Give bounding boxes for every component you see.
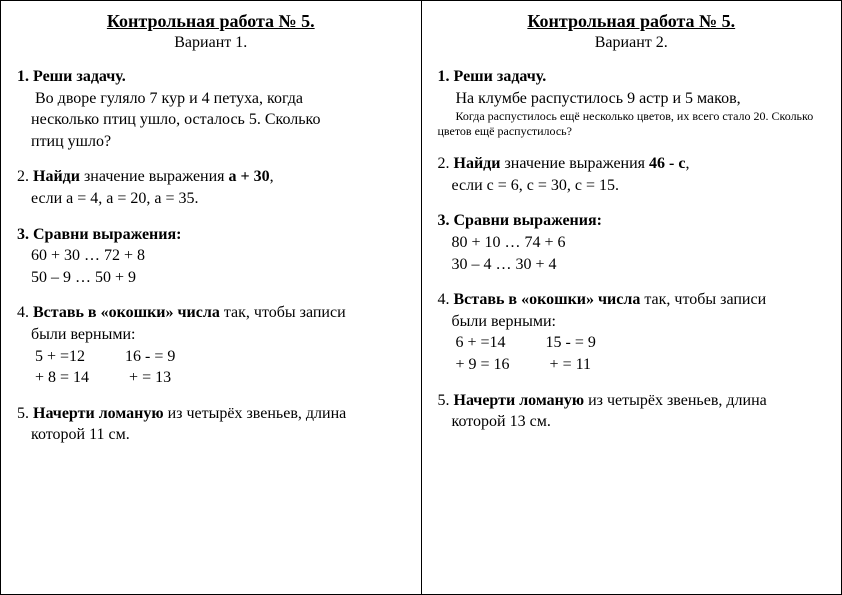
task-4r-eq2: 15 - = 9 [546, 332, 596, 354]
task-4-num: 4. [17, 304, 33, 321]
variant-2-column: Контрольная работа № 5. Вариант 2. 1. Ре… [421, 1, 842, 594]
task-5-left: 5. Начерти ломаную из четырёх звеньев, д… [17, 403, 405, 446]
title-left: Контрольная работа № 5. [17, 11, 405, 32]
task-4-left: 4. Вставь в «окошки» числа так, чтобы за… [17, 302, 405, 388]
task-4-text: так, чтобы записи [220, 304, 346, 321]
task-4r-text: так, чтобы записи [640, 291, 766, 308]
task-1-line3: птиц ушло? [17, 131, 405, 153]
task-2-right: 2. Найди значение выражения 46 - c, если… [438, 153, 826, 196]
task-3-left: 3. Сравни выражения: 60 + 30 … 72 + 8 50… [17, 224, 405, 289]
task-4-eq1: 5 + =12 [35, 346, 85, 368]
task-5r-line2: которой 13 см. [438, 411, 826, 433]
task-2-text: значение выражения [80, 168, 229, 185]
task-3r-line2: 30 – 4 … 30 + 4 [438, 254, 826, 276]
task-4r-eq4: + = 11 [550, 354, 591, 376]
task-1-line1: Во дворе гуляло 7 кур и 4 петуха, когда [17, 88, 405, 110]
task-2r-comma: , [685, 155, 689, 172]
subtitle-right: Вариант 2. [438, 34, 826, 52]
task-4r-lead: Вставь в «окошки» числа [454, 291, 641, 308]
task-1-lead: 1. Реши задачу. [17, 68, 126, 85]
task-2r-num: 2. [438, 155, 454, 172]
task-4r-line2: были верными: [438, 311, 826, 333]
task-2r-line2: если c = 6, c = 30, c = 15. [438, 175, 826, 197]
task-1r-lead: 1. Реши задачу. [438, 68, 547, 85]
task-1r-small2: цветов ещё распустилось? [438, 124, 826, 139]
worksheet-page: Контрольная работа № 5. Вариант 1. 1. Ре… [0, 0, 842, 595]
title-right: Контрольная работа № 5. [438, 11, 826, 32]
task-1-right: 1. Реши задачу. На клумбе распустилось 9… [438, 66, 826, 139]
task-5r-text: из четырёх звеньев, длина [584, 392, 767, 409]
task-1r-small1: Когда распустилось ещё несколько цветов,… [438, 109, 826, 124]
task-3-right: 3. Сравни выражения: 80 + 10 … 74 + 6 30… [438, 210, 826, 275]
task-5-text: из четырёх звеньев, длина [164, 405, 347, 422]
task-4r-num: 4. [438, 291, 454, 308]
task-5r-lead: Начерти ломаную [454, 392, 585, 409]
task-2-expr: a + 30 [229, 168, 270, 185]
task-3-lead: 3. Сравни выражения: [17, 224, 405, 246]
task-5-line2: которой 11 см. [17, 424, 405, 446]
task-4-lead: Вставь в «окошки» числа [33, 304, 220, 321]
task-4r-eq1: 6 + =14 [456, 332, 506, 354]
task-4-line2: были верными: [17, 324, 405, 346]
task-3r-lead: 3. Сравни выражения: [438, 210, 826, 232]
task-1-left: 1. Реши задачу. Во дворе гуляло 7 кур и … [17, 66, 405, 152]
task-3-line1: 60 + 30 … 72 + 8 [17, 245, 405, 267]
task-4-right: 4. Вставь в «окошки» числа так, чтобы за… [438, 289, 826, 375]
task-2-num: 2. [17, 168, 33, 185]
task-2r-lead: Найди [454, 155, 501, 172]
task-5-num: 5. [17, 405, 33, 422]
task-4r-eq3: + 9 = 16 [456, 354, 510, 376]
task-5-right: 5. Начерти ломаную из четырёх звеньев, д… [438, 390, 826, 433]
task-1r-line1: На клумбе распустилось 9 астр и 5 маков, [438, 88, 826, 110]
task-5r-num: 5. [438, 392, 454, 409]
subtitle-left: Вариант 1. [17, 34, 405, 52]
task-3-line2: 50 – 9 … 50 + 9 [17, 267, 405, 289]
task-4-eq4: + = 13 [129, 367, 171, 389]
task-5-lead: Начерти ломаную [33, 405, 164, 422]
task-2-line2: если a = 4, a = 20, a = 35. [17, 188, 405, 210]
variant-1-column: Контрольная работа № 5. Вариант 1. 1. Ре… [1, 1, 421, 594]
task-2-comma: , [270, 168, 274, 185]
task-4-eq3: + 8 = 14 [35, 367, 89, 389]
task-2r-text: значение выражения [500, 155, 649, 172]
task-2-left: 2. Найди значение выражения a + 30, если… [17, 166, 405, 209]
task-2-lead: Найди [33, 168, 80, 185]
task-3r-line1: 80 + 10 … 74 + 6 [438, 232, 826, 254]
task-2r-expr: 46 - c [649, 155, 685, 172]
task-4-eq2: 16 - = 9 [125, 346, 175, 368]
task-1-line2: несколько птиц ушло, осталось 5. Сколько [17, 109, 405, 131]
